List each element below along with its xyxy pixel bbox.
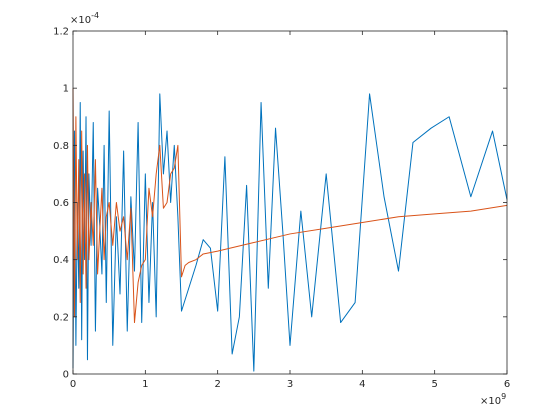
x-tick-label: 6 bbox=[504, 379, 510, 390]
svg-text:×109: ×109 bbox=[480, 392, 506, 407]
x-tick-label: 4 bbox=[359, 379, 365, 390]
x-tick-label: 5 bbox=[431, 379, 437, 390]
x-tick-label: 0 bbox=[70, 379, 76, 390]
y-tick-label: 0.2 bbox=[53, 312, 69, 323]
x-tick-label: 2 bbox=[214, 379, 220, 390]
y-tick-label: 0.6 bbox=[53, 198, 69, 209]
x-tick-label: 3 bbox=[287, 379, 293, 390]
y-tick-label: 0.4 bbox=[53, 255, 69, 266]
plot-area bbox=[73, 31, 507, 374]
y-tick-label: 1 bbox=[63, 84, 69, 95]
svg-text:×10-4: ×10-4 bbox=[70, 11, 99, 26]
x-tick-label: 1 bbox=[142, 379, 148, 390]
series-layer bbox=[72, 88, 508, 372]
tick-layer: 0 1 2 3 4 5 6 0 0.2 0.4 0.6 0.8 1 1.2 bbox=[53, 27, 510, 391]
y-exponent-label: ×10-4 bbox=[70, 11, 99, 26]
y-tick-label: 0 bbox=[63, 370, 69, 381]
y-tick-label: 1.2 bbox=[53, 27, 69, 38]
series-line-2 bbox=[72, 88, 508, 324]
x-exponent-label: ×109 bbox=[480, 392, 506, 407]
y-tick-label: 0.8 bbox=[53, 141, 69, 152]
series-line-1 bbox=[72, 93, 508, 372]
